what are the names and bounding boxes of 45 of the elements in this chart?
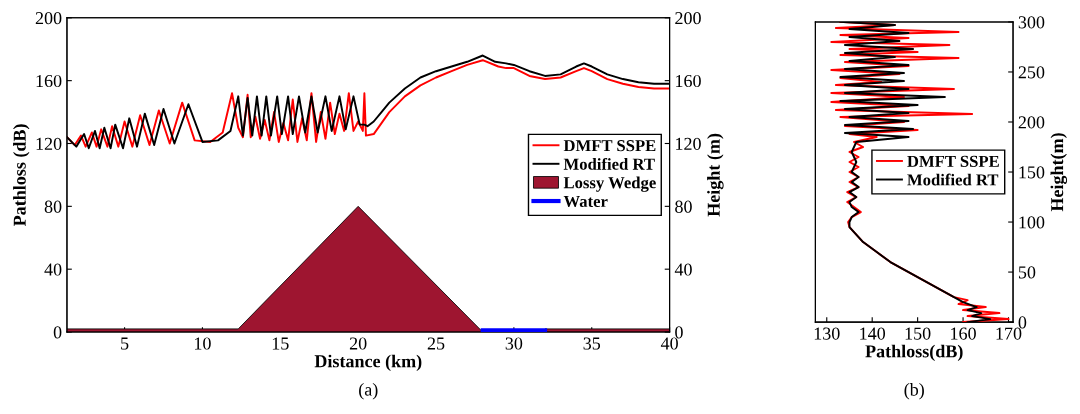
text: (b) [904,383,924,400]
x-tick-label: 160 [951,327,976,340]
x-tick-label: 20 [349,337,367,350]
x-tick-label: 15 [272,337,289,350]
x-tick-label: 30 [505,337,523,350]
y2-tick-label: 200 [675,12,701,25]
x-axis-title: Pathloss(dB) [865,344,963,362]
y-tick-label: 200 [35,12,62,25]
x-tick-label: 10 [195,337,211,350]
x-tick-label: 170 [996,327,1022,340]
y-tick-label: 40 [44,263,62,276]
y2-axis-title: Height (m) [707,133,724,217]
y2-tick-label: 40 [674,263,692,276]
text: (a) [359,383,378,400]
x-tick-label: 150 [905,327,931,340]
y2-tick-label: 80 [675,200,692,213]
legend-label: Modified RT [907,173,999,186]
y2-tick-label: 0 [1018,316,1027,329]
legend-label: DMFT SSPE [563,140,656,152]
y-tick-label: 80 [44,200,62,213]
x-tick-label: 130 [814,327,840,340]
y2-tick-label: 120 [676,137,701,150]
legend-label: DMFT SSPE [907,155,999,167]
x-tick-label: 25 [427,337,445,350]
x-tick-label: 5 [121,337,129,350]
y2-tick-label: 250 [1018,66,1045,79]
y2-tick-label: 150 [1019,166,1045,179]
legend-label: Water [563,195,608,208]
y-tick-label: 160 [36,74,62,88]
x-tick-label: 35 [583,337,601,350]
x-tick-label: 140 [860,327,886,340]
y2-axis-title: Height(m) [1050,133,1068,212]
legend-label: Modified RT [563,157,655,170]
y2-tick-label: 200 [1018,116,1045,129]
y2-tick-label: 0 [675,326,683,339]
y2-tick-label: 50 [1018,266,1036,279]
x-tick-label: 40 [660,337,678,350]
y2-tick-label: 300 [1018,16,1045,29]
legend-label: Lossy Wedge [563,176,656,192]
y-axis-title: Pathloss (dB) [13,124,30,227]
y2-tick-label: 160 [676,74,701,88]
y2-tick-label: 100 [1019,216,1045,229]
y-tick-label: 0 [53,326,62,339]
y-tick-label: 120 [36,137,62,150]
x-axis-title: Distance (km) [314,354,422,372]
